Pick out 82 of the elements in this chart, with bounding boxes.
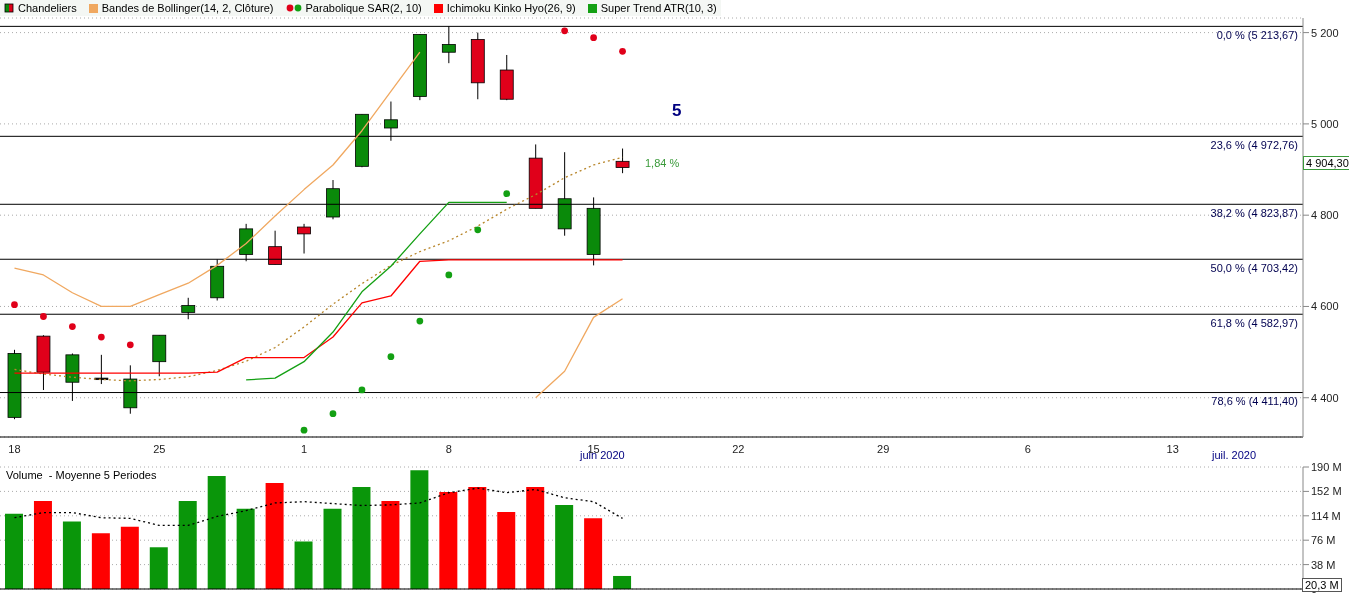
point [40,313,47,320]
y-tick-label: 4 800 [1311,209,1339,222]
bar [584,518,603,589]
x-tick-label: 18 [8,442,21,455]
candlestick [297,223,311,255]
bar [120,526,139,589]
y-tick-label: 4 600 [1311,300,1339,313]
point [97,333,105,341]
ref-line-label: 38,2 % (4 823,87) [1210,207,1298,220]
point [358,386,366,394]
bar [526,486,545,589]
x-tick-label: 29 [877,442,890,455]
text: juil. 2020 [1212,449,1257,461]
ref-line-label: 23,6 % (4 972,76) [1210,139,1298,152]
y-tick-label: 4 400 [1311,391,1339,404]
point [561,27,569,35]
line-series [245,201,508,381]
legend-label: Parabolique SAR(2, 10) [304,2,422,14]
point [445,271,453,279]
line-series [13,259,624,374]
legend-label: Bandes de Bollinger(14, 2, Clôture) [100,2,274,14]
point [503,190,511,198]
bar [497,511,516,589]
point [126,341,134,349]
bar [149,547,168,589]
bar [91,533,110,589]
bar [352,486,371,589]
y-tick-label: 190 M [1311,460,1342,473]
candlestick [94,354,109,385]
ref-line-label: 78,6 % (4 411,40) [1211,395,1298,408]
x-tick-label: 22 [732,442,745,455]
legend-label: Chandeliers [17,2,77,14]
ref-line-label: 0,0 % (5 213,67) [1216,29,1298,42]
bar [5,513,23,589]
bar [207,475,226,589]
candlestick [615,148,630,174]
point [69,323,76,330]
x-tick-label: 8 [445,442,452,455]
bar [62,521,81,589]
annotation: 1,84 % [645,157,680,169]
bar [468,486,487,589]
text: 4 904,30 [1303,156,1349,170]
y-tick-label: 114 M [1311,509,1341,522]
point [474,226,482,234]
x-tick-label: 6 [1024,442,1031,455]
x-tick-label: 13 [1166,442,1179,455]
line-series [13,156,624,382]
point [619,47,626,55]
bar [410,470,429,589]
bar [613,575,632,589]
bar [265,483,284,589]
x-tick-label: 25 [153,442,166,455]
y-tick-label: 5 200 [1311,26,1339,39]
annotation: 5 [672,101,682,121]
bar [381,501,400,589]
bar [236,508,255,589]
bar [294,541,313,589]
ref-line-label: 61,8 % (4 582,97) [1210,317,1298,330]
point [300,426,308,434]
line-series [535,298,624,399]
y-tick-label: 76 M [1311,534,1336,547]
bar [33,501,52,589]
bar [555,504,574,589]
line-series [13,487,624,527]
line-series [13,51,421,308]
point [416,317,424,325]
text: 20,3 M [1302,578,1342,592]
y-tick-label: 38 M [1311,558,1336,571]
x-tick-label: 1 [300,442,308,455]
point [11,301,18,309]
bar [323,508,342,589]
legend-label: Super Trend ATR(10, 3) [599,2,717,14]
point [590,34,597,41]
bar [178,501,197,589]
y-tick-label: 5 000 [1311,117,1339,130]
point [387,353,395,361]
bar [439,492,458,589]
point [329,410,337,418]
ref-line-label: 50,0 % (4 703,42) [1210,262,1298,275]
y-tick-label: 152 M [1311,485,1342,498]
chart-title: Volume - Moyenne 5 Periodes [6,469,157,481]
legend-label: Ichimoku Kinko Hyo(26, 9) [445,2,576,14]
